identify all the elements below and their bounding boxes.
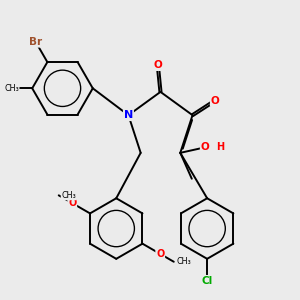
Text: CH₃: CH₃	[176, 257, 191, 266]
Text: O: O	[68, 198, 76, 208]
Text: CH₃: CH₃	[61, 191, 76, 200]
Text: H: H	[216, 142, 224, 152]
Text: Cl: Cl	[202, 276, 213, 286]
Text: N: N	[124, 110, 133, 120]
Text: O: O	[211, 96, 220, 106]
Text: CH₃: CH₃	[4, 84, 19, 93]
Text: Br: Br	[29, 37, 42, 47]
Text: O: O	[153, 60, 162, 70]
Text: O: O	[201, 142, 209, 152]
Text: O: O	[156, 249, 164, 259]
